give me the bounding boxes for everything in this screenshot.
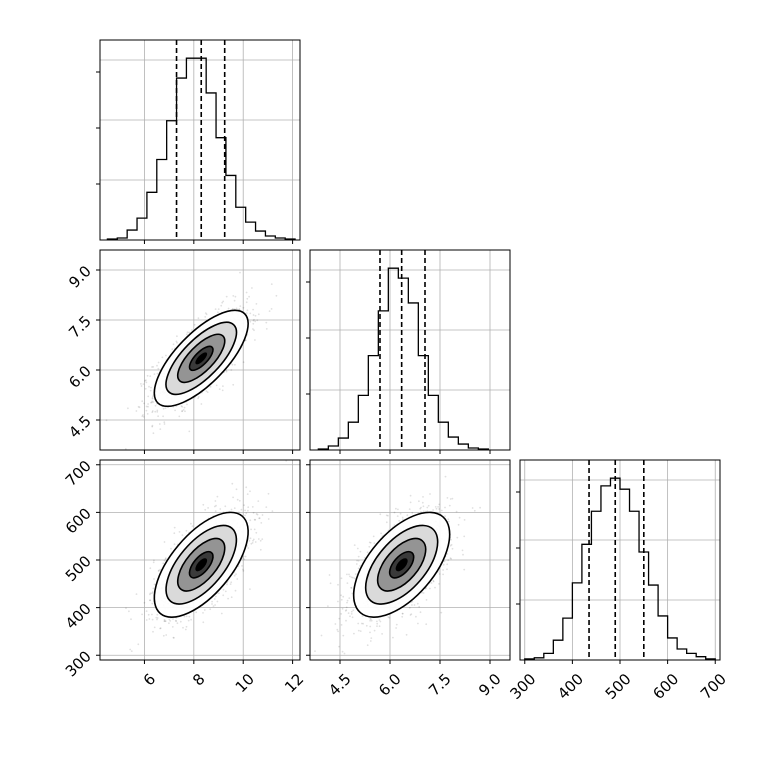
density-peak xyxy=(195,558,208,572)
y-tick-label: 6.0 xyxy=(65,362,95,392)
histogram-step-2 xyxy=(524,477,716,660)
density-panel-2-0 xyxy=(96,459,301,664)
x-tick-label: 6.0 xyxy=(375,670,405,700)
x-tick-label: 700 xyxy=(697,670,730,703)
y-tick-label: 9.0 xyxy=(65,262,95,292)
x-tick-label: 300 xyxy=(507,670,540,703)
x-tick-label: 500 xyxy=(602,670,635,703)
density-peak xyxy=(395,558,408,572)
panel-frame xyxy=(309,459,511,661)
density-panel-2-1 xyxy=(306,459,511,664)
x-tick-label: 9.0 xyxy=(475,670,505,700)
y-tick-label: 4.5 xyxy=(65,412,95,442)
y-tick-label: 300 xyxy=(62,647,95,680)
histogram-step-1 xyxy=(317,267,489,450)
panel-frame xyxy=(519,459,721,661)
hist-panel-1 xyxy=(306,249,511,454)
x-tick-label: 4.5 xyxy=(325,670,355,700)
y-tick-label: 400 xyxy=(62,600,95,633)
x-tick-label: 10 xyxy=(232,670,258,696)
hist-panel-0 xyxy=(96,39,301,244)
panel-frame xyxy=(99,249,301,451)
hist-panel-2 xyxy=(516,459,721,664)
y-tick-label: 600 xyxy=(62,504,95,537)
panel-frame xyxy=(309,249,511,451)
panel-frame xyxy=(99,39,301,241)
x-tick-label: 7.5 xyxy=(425,670,455,700)
x-tick-label: 12 xyxy=(281,670,307,696)
x-tick-label: 400 xyxy=(554,670,587,703)
y-tick-label: 7.5 xyxy=(65,312,95,342)
x-tick-label: 6 xyxy=(140,670,159,689)
density-peak xyxy=(195,352,208,365)
x-tick-label: 600 xyxy=(649,670,682,703)
y-tick-label: 500 xyxy=(62,552,95,585)
density-panel-1-0 xyxy=(96,249,301,454)
histogram-step-0 xyxy=(106,57,296,240)
x-tick-label: 8 xyxy=(189,670,208,689)
y-tick-label: 700 xyxy=(62,457,95,490)
panel-frame xyxy=(99,459,301,661)
